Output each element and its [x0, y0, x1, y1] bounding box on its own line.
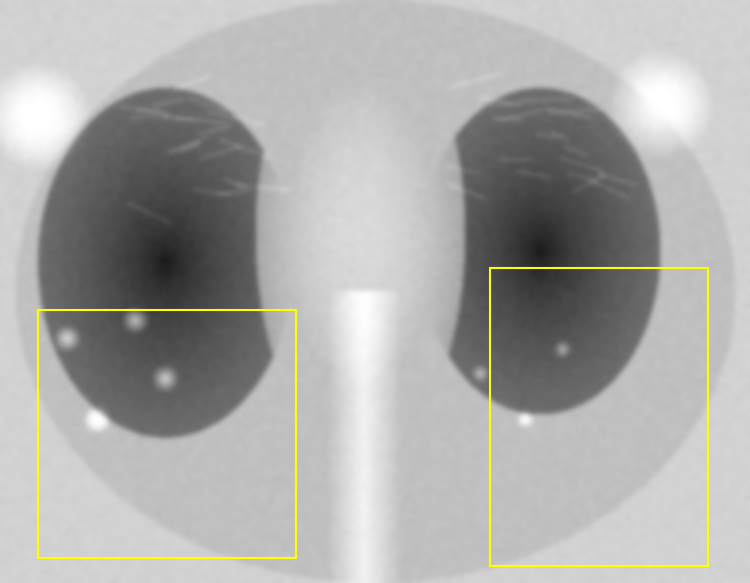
Bar — [38, 310, 296, 558]
Bar — [490, 268, 708, 566]
